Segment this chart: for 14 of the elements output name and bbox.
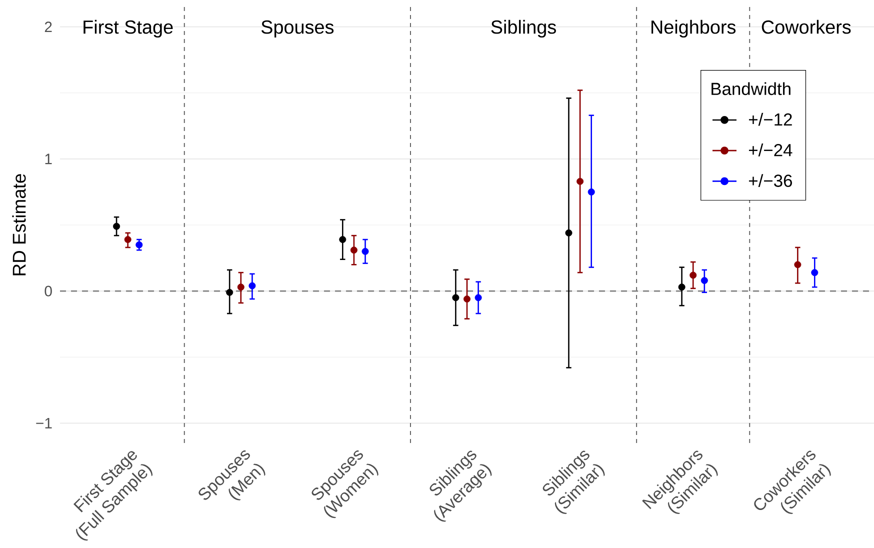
annotation: Coworkers [762, 20, 851, 34]
y-axis-title: RD Estimate [12, 174, 26, 276]
y-tick-label: 2 [44, 22, 52, 32]
y-tick-label: −1 [36, 418, 52, 428]
annotation: Siblings [491, 20, 556, 38]
legend-title: Bandwidth [712, 82, 790, 96]
legend-label: +/−12 [748, 112, 792, 126]
legend-label: +/−36 [748, 174, 792, 187]
y-tick-label: 1 [45, 154, 52, 164]
legend-label: +/−24 [748, 144, 792, 156]
annotation: Neighbors [652, 20, 736, 38]
annotation: First Stage [84, 20, 173, 38]
y-tick-label: 0 [44, 286, 52, 296]
annotation: Spouses [261, 20, 334, 38]
